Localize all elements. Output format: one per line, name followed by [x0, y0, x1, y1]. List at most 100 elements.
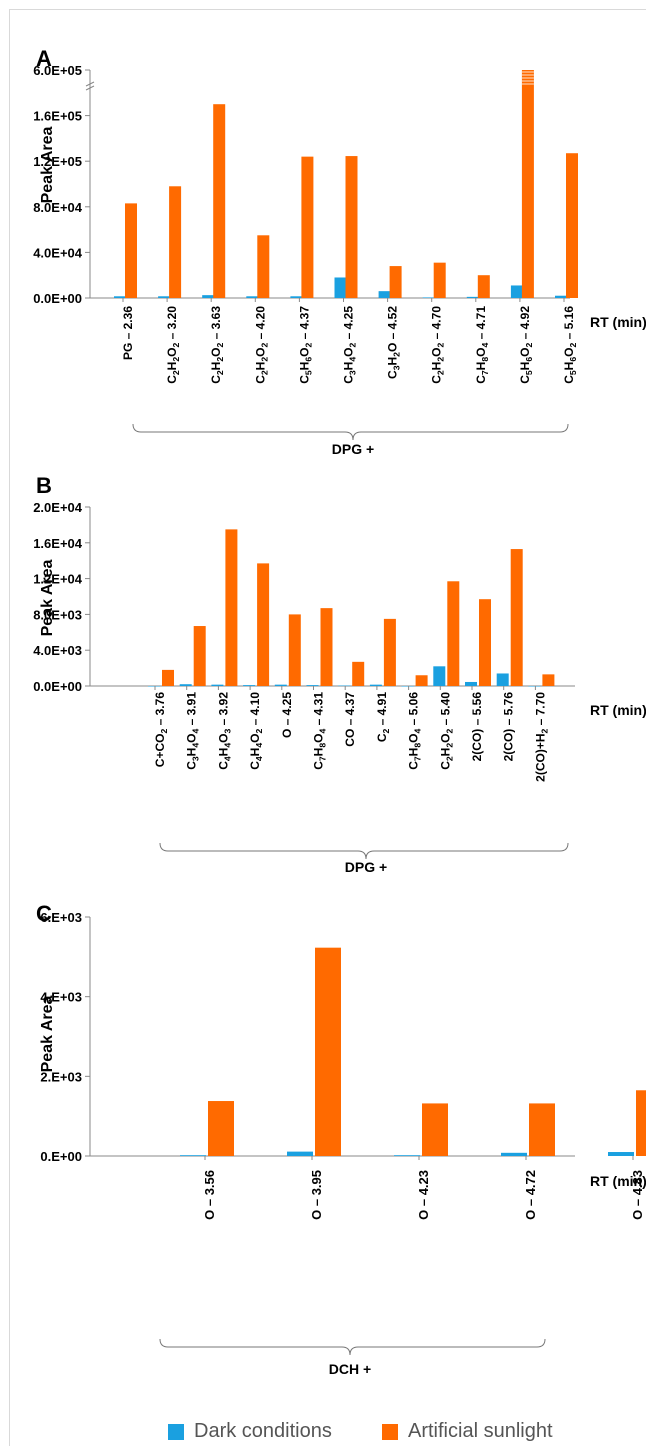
- panel-a-bar-sun: [213, 104, 226, 298]
- panel-c-y-tick-label: 4.E+03: [40, 990, 82, 1005]
- panel-b-x-tick-label: C+CO2 – 3.76: [153, 692, 169, 768]
- panel-b-bar-dark: [496, 673, 509, 686]
- panel-b-x-tick-label: C4H4O2 – 4.10: [248, 692, 264, 770]
- panel-c-y-axis-title: Peak Area: [39, 996, 56, 1073]
- panel-b-bar-sun: [542, 674, 555, 686]
- panel-c-bar-dark: [608, 1152, 634, 1156]
- panel-b-bar-sun: [320, 608, 333, 686]
- panel-a-axis-break-mark: [85, 81, 95, 87]
- panel-a-x-tick-label: C2H2O2 – 4.20: [253, 306, 269, 384]
- panel-b-x-tick-label: C7H8O4 – 4.31: [312, 692, 328, 770]
- panel-c-label: C: [36, 901, 52, 926]
- panel-a-bar-dark: [555, 295, 567, 298]
- panel-a-y-tick-label: 6.0E+05: [33, 63, 82, 78]
- panel-a-group-label: DPG +: [332, 441, 374, 457]
- panel-b-x-tick-label: 2(CO) – 5.56: [470, 692, 484, 762]
- panel-b-bar-sun: [383, 618, 396, 686]
- panel-a-y-tick-label: 4.0E+04: [33, 245, 83, 260]
- panel-a-y-tick-label: 8.0E+04: [33, 200, 83, 215]
- panel-a-y-axis-title: Peak Area: [39, 127, 56, 204]
- panel-a-x-tick-label: C3H4O2 – 4.25: [342, 306, 358, 384]
- legend-label-sun: Artificial sunlight: [408, 1420, 553, 1442]
- panel-c-y-tick-label: 0.E+00: [40, 1149, 82, 1164]
- panel-c-y-tick-label: 2.E+03: [40, 1069, 82, 1084]
- panel-a-bar-dark: [466, 296, 479, 298]
- panel-b-x-tick-label: CO – 4.37: [343, 692, 357, 747]
- panel-b-x-tick-label: C2 – 4.91: [375, 692, 391, 742]
- panel-b-bar-dark: [433, 666, 446, 686]
- panel-a-bar-dark: [246, 296, 259, 298]
- panel-b-x-tick-label: C7H8O4 – 5.06: [407, 692, 423, 770]
- panel-b-x-axis-title: RT (min): [590, 702, 646, 718]
- panel-c-x-tick-label: O – 4.72: [523, 1170, 538, 1220]
- panel-c-group-label: DCH +: [329, 1361, 371, 1377]
- panel-b-bar-dark: [338, 685, 351, 687]
- panel-a-x-tick-label: C3H2O – 4.52: [386, 306, 402, 379]
- panel-b-bar-sun: [288, 614, 301, 686]
- panel-a-bar-sun: [257, 235, 270, 298]
- panel-a-group-brace: [132, 423, 569, 441]
- panel-c-bar-sun: [315, 947, 341, 1156]
- panel-a-bar-dark: [202, 295, 215, 298]
- panel-c-bar-sun: [208, 1101, 234, 1156]
- panel-a-bar-sun: [566, 153, 578, 298]
- panel-a-bar-sun: [345, 156, 358, 298]
- panel-c-bar-sun: [529, 1103, 555, 1156]
- panel-a-y-tick-label: 1.2E+05: [33, 154, 82, 169]
- panel-c-bar-sun: [422, 1103, 448, 1156]
- panel-c-x-axis-title: RT (min): [590, 1173, 646, 1189]
- panel-a-bar-dark: [378, 291, 391, 298]
- panel-a-bar-sun: [477, 275, 490, 298]
- panel-b-x-tick-label: 2(CO)+H2 – 7.70: [533, 692, 549, 782]
- panel-b-bar-sun: [352, 661, 365, 686]
- panel-c-x-tick-label: O – 3.56: [202, 1170, 217, 1220]
- panel-a-bar-sun: [433, 262, 446, 298]
- panel-c-x-tick-label: O – 3.95: [309, 1170, 324, 1220]
- panel-a-x-tick-label: C2H2O2 – 3.20: [165, 306, 181, 384]
- panel-b-bar-dark: [211, 684, 224, 686]
- panel-a-x-tick-label: C5H6O2 – 4.92: [518, 306, 534, 384]
- panel-b-x-tick-label: 2(CO) – 5.76: [502, 692, 516, 762]
- legend-swatch-dark: [168, 1423, 184, 1440]
- panel-a-x-axis-title: RT (min): [590, 314, 646, 330]
- panel-b-x-tick-label: C3H4O4 – 3.91: [185, 692, 201, 770]
- panel-b-y-tick-label: 1.2E+04: [33, 572, 83, 587]
- panel-a-x-tick-label: C5H6O2 – 5.16: [562, 306, 578, 384]
- panel-a-axis-break-mark: [85, 85, 95, 91]
- panel-b-label: B: [36, 473, 52, 498]
- panel-b-y-tick-label: 8.0E+03: [33, 607, 82, 622]
- panel-b-y-axis-title: Peak Area: [39, 560, 56, 637]
- panel-a-bar-dark: [290, 296, 303, 298]
- panel-b-x-tick-label: C2H2O2 – 5.40: [438, 692, 454, 770]
- panel-b-bar-sun: [479, 599, 491, 686]
- panel-b-bar-sun: [193, 626, 206, 686]
- panel-b-x-tick-label: O – 4.25: [280, 692, 294, 738]
- panel-c-bar-dark: [501, 1152, 527, 1156]
- panel-b-bar-sun: [510, 549, 523, 686]
- panel-c-bar-sun: [636, 1090, 646, 1156]
- panel-c-x-tick-label: O – 4.83: [630, 1170, 645, 1220]
- legend-label-dark: Dark conditions: [194, 1420, 332, 1442]
- panel-b-bar-dark: [465, 681, 477, 686]
- legend-item-dark: Dark conditions: [168, 1420, 332, 1443]
- panel-a-x-tick-label: C2H2O2 – 3.63: [209, 306, 225, 384]
- panel-c-bar-dark: [180, 1155, 206, 1156]
- panel-a-y-tick-label: 0.0E+00: [33, 291, 82, 306]
- legend-swatch-sun: [382, 1423, 398, 1440]
- panel-b-x-tick-label: C4H4O3 – 3.92: [216, 692, 232, 770]
- panel-a-bar-dark: [334, 277, 347, 298]
- panel-a-label: A: [36, 46, 52, 71]
- panel-a-x-tick-label: C2H2O2 – 4.70: [430, 306, 446, 384]
- panel-a-bar-dark: [114, 296, 126, 298]
- panel-a-x-tick-label: C5H6O2 – 4.37: [297, 306, 313, 384]
- panel-a-bar-dark: [510, 285, 523, 298]
- panel-b-bar-sun: [447, 581, 460, 686]
- panel-b-y-tick-label: 2.0E+04: [33, 500, 83, 515]
- panel-b-bar-dark: [274, 684, 287, 686]
- panel-b-bar-dark: [401, 686, 414, 687]
- panel-b-bar-sun: [225, 529, 238, 686]
- panel-a-bar-sun: [125, 203, 137, 298]
- panel-a-x-tick-label: C7H8O4 – 4.71: [474, 306, 490, 384]
- legend: Dark conditions Artificial sunlight: [0, 1420, 646, 1445]
